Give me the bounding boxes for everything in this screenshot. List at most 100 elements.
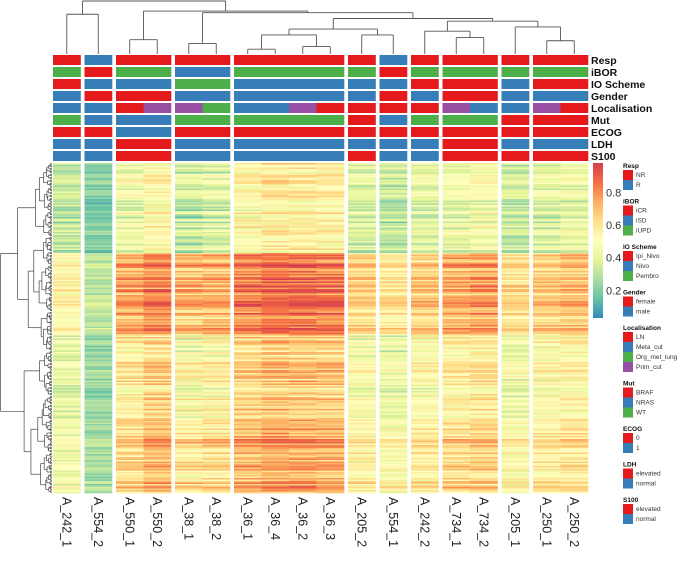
heatmap-cell [470, 335, 498, 338]
heatmap-cell [470, 221, 498, 224]
annotation-label: ECOG [591, 127, 622, 139]
heatmap-cell [84, 391, 113, 393]
heatmap-cell [470, 241, 498, 243]
heatmap-cell [442, 409, 471, 411]
heatmap-cell [501, 187, 530, 189]
heatmap-cell [261, 173, 290, 176]
heatmap-cell [379, 475, 408, 477]
heatmap-cell [53, 367, 81, 369]
heatmap-cell [143, 346, 172, 348]
heatmap-cell [348, 241, 376, 243]
heatmap-cell [348, 266, 376, 269]
heatmap-cell [143, 352, 172, 354]
heatmap-cell [316, 283, 345, 285]
heatmap-cell [379, 415, 408, 417]
heatmap-cell [116, 367, 144, 369]
heatmap-cell [560, 164, 589, 167]
heatmap-cell [379, 374, 408, 377]
heatmap-cell [501, 166, 530, 168]
heatmap-cell [116, 268, 144, 270]
column-label: A_550_2 [150, 497, 164, 547]
heatmap-cell [175, 380, 203, 383]
heatmap-cell [533, 187, 561, 189]
heatmap-cell [379, 277, 408, 279]
heatmap-cell [289, 305, 317, 308]
heatmap-cell [261, 443, 290, 446]
heatmap-cell [560, 284, 589, 287]
heatmap-cell [411, 238, 439, 240]
heatmap-cell [316, 347, 345, 350]
heatmap-cell [143, 224, 172, 227]
heatmap-cell [234, 176, 262, 179]
heatmap-cell [316, 181, 345, 183]
heatmap-cell [175, 395, 203, 398]
heatmap-cell [533, 412, 561, 414]
heatmap-cell [175, 280, 203, 282]
heatmap-cell [316, 424, 345, 426]
heatmap-cell [143, 421, 172, 423]
heatmap-cell [348, 199, 376, 201]
heatmap-cell [53, 394, 81, 396]
heatmap-cell [53, 473, 81, 476]
heatmap-cell [470, 488, 498, 491]
heatmap-cell [234, 319, 262, 321]
heatmap-cell [202, 284, 231, 287]
heatmap-cell [442, 230, 471, 233]
heatmap-cell [202, 286, 231, 288]
heatmap-cell [348, 211, 376, 213]
legend-item-label: BRAF [636, 390, 653, 397]
heatmap-cell [411, 329, 439, 332]
annotation-cell [379, 151, 408, 161]
heatmap-cell [533, 383, 561, 386]
heatmap-cell [53, 376, 81, 378]
heatmap-cell [470, 239, 498, 242]
heatmap-cell [411, 248, 439, 251]
heatmap-cell [53, 196, 81, 198]
heatmap-cell [202, 173, 231, 176]
heatmap-cell [289, 470, 317, 473]
heatmap-cell [470, 190, 498, 192]
heatmap-cell [53, 356, 81, 359]
heatmap-cell [560, 368, 589, 371]
annotation-cell [84, 151, 113, 161]
heatmap-cell [442, 205, 471, 207]
heatmap-cell [442, 229, 471, 231]
heatmap-cell [116, 248, 144, 251]
heatmap-cell [84, 481, 113, 483]
heatmap-cell [533, 185, 561, 188]
heatmap-cell [175, 368, 203, 371]
heatmap-cell [261, 274, 290, 276]
heatmap-cell [289, 283, 317, 285]
heatmap-cell [348, 239, 376, 242]
heatmap-cell [411, 232, 439, 234]
heatmap-cell [175, 491, 203, 494]
heatmap-cell [116, 352, 144, 354]
heatmap-cell [442, 416, 471, 419]
heatmap-cell [379, 371, 408, 374]
heatmap-cell [533, 193, 561, 195]
heatmap-cell [442, 355, 471, 357]
heatmap-cell [202, 433, 231, 435]
heatmap-cell [470, 263, 498, 266]
heatmap-cell [175, 173, 203, 176]
heatmap-cell [316, 418, 345, 420]
heatmap-cell [348, 461, 376, 464]
heatmap-cell [53, 233, 81, 236]
annotation-cell [470, 91, 498, 101]
heatmap-cell [501, 446, 530, 449]
heatmap-cell [234, 208, 262, 210]
heatmap-cell [116, 185, 144, 188]
heatmap-cell [53, 292, 81, 294]
heatmap-cell [560, 445, 589, 447]
heatmap-cell [501, 233, 530, 236]
heatmap-cell [84, 425, 113, 428]
heatmap-cell [234, 304, 262, 306]
heatmap-cell [116, 401, 144, 404]
heatmap-column-A_550_2 [143, 163, 172, 494]
heatmap-cell [53, 406, 81, 408]
heatmap-cell [442, 419, 471, 422]
heatmap-cell [234, 268, 262, 270]
heatmap-cell [379, 346, 408, 348]
heatmap-cell [411, 305, 439, 308]
heatmap-cell [53, 472, 81, 474]
